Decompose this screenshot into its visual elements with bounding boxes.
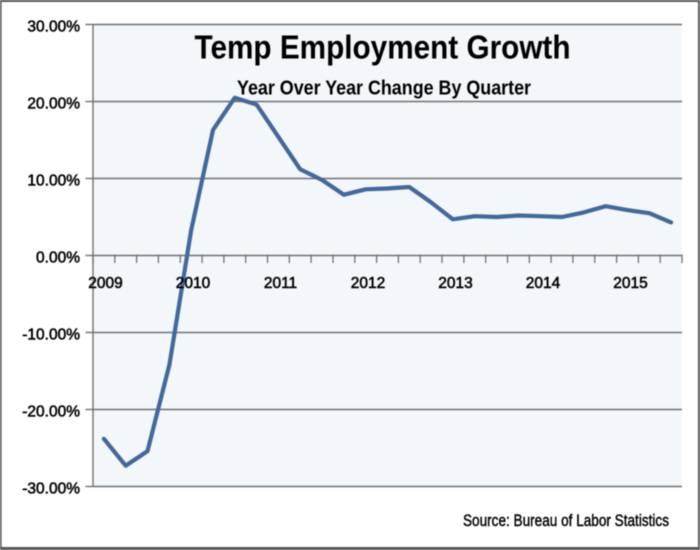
svg-text:2010: 2010 bbox=[176, 275, 211, 292]
svg-text:2012: 2012 bbox=[351, 275, 385, 292]
svg-text:-20.00%: -20.00% bbox=[22, 404, 80, 421]
svg-text:Temp Employment Growth: Temp Employment Growth bbox=[195, 29, 571, 66]
svg-text:0.00%: 0.00% bbox=[36, 250, 80, 267]
svg-text:30.00%: 30.00% bbox=[27, 19, 80, 36]
svg-text:10.00%: 10.00% bbox=[27, 173, 80, 190]
svg-text:-10.00%: -10.00% bbox=[22, 327, 80, 344]
svg-text:-30.00%: -30.00% bbox=[22, 481, 80, 498]
svg-text:Source: Bureau of Labor Statis: Source: Bureau of Labor Statistics bbox=[463, 511, 669, 530]
svg-text:Year Over Year Change By Quart: Year Over Year Change By Quarter bbox=[237, 78, 531, 100]
svg-text:2009: 2009 bbox=[88, 275, 122, 292]
svg-text:2011: 2011 bbox=[264, 275, 297, 292]
svg-text:2014: 2014 bbox=[526, 275, 561, 292]
svg-text:20.00%: 20.00% bbox=[27, 96, 80, 113]
svg-text:2013: 2013 bbox=[438, 275, 472, 292]
svg-text:2015: 2015 bbox=[613, 275, 647, 292]
